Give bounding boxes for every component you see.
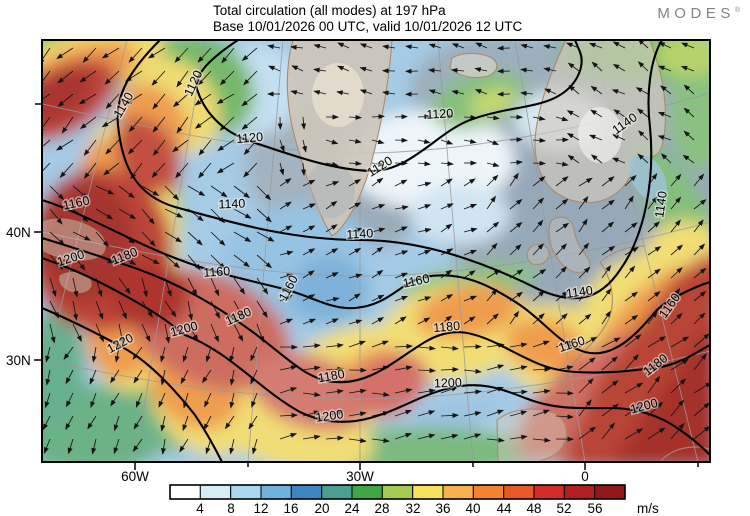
latitude-axis: 40N 30N xyxy=(6,225,31,368)
chart-title: Total circulation (all modes) at 197 hPa xyxy=(213,3,446,18)
colorbar-tick-label: 24 xyxy=(344,501,360,516)
colorbar-labels: 4 8 12 16 20 24 28 32 36 40 44 48 52 56 … xyxy=(196,501,659,516)
lat-tick-label: 30N xyxy=(6,353,31,368)
colorbar-frame xyxy=(169,484,626,500)
contour-label: 1120 xyxy=(236,130,264,146)
contour-1180 xyxy=(42,236,710,384)
contour-label: 1180 xyxy=(433,319,461,335)
contour-label: 1200 xyxy=(315,407,345,425)
colorbar-segment xyxy=(533,484,565,500)
contour-label: 1180 xyxy=(317,367,346,385)
colorbar-segment xyxy=(442,484,474,500)
colorbar-tick-label: 16 xyxy=(283,501,298,516)
iberia-landmass xyxy=(496,408,567,462)
contour-1220 xyxy=(42,307,223,462)
colorbar-tick-label: 32 xyxy=(405,501,420,516)
colorbar-tick-label: 48 xyxy=(526,501,541,516)
contour-label: 1140 xyxy=(218,197,245,212)
map-frame xyxy=(41,39,711,463)
lat-tick-label: 40N xyxy=(6,225,31,240)
colorbar-tick-label: 8 xyxy=(227,501,235,516)
modes-logo-text: MODES xyxy=(657,5,735,22)
europe-coastline xyxy=(564,261,613,417)
colorbar-segment xyxy=(260,484,292,500)
colorbar-segment xyxy=(381,484,414,500)
contour-1200 xyxy=(42,257,710,456)
colorbar-segment xyxy=(199,484,232,500)
registered-mark-icon: ® xyxy=(734,7,740,14)
colorbar-segment xyxy=(472,484,505,500)
colorbar-segment xyxy=(169,484,201,500)
lon-tick-label: 60W xyxy=(121,469,149,484)
contour-layer xyxy=(42,40,710,462)
colorbar-segment xyxy=(230,484,262,500)
colorbar-segment xyxy=(321,484,353,500)
contour-1160 xyxy=(42,198,710,355)
axis-ticks xyxy=(34,103,699,470)
contour-label: 1200 xyxy=(434,376,462,391)
contour-label: 1160 xyxy=(203,264,231,280)
colorbar-segment xyxy=(594,484,626,500)
contour-1120 xyxy=(195,40,583,173)
contour-label: 1140 xyxy=(565,283,594,301)
colorbar-tick-label: 4 xyxy=(196,501,204,516)
colorbar-tick-label: 44 xyxy=(496,501,512,516)
wind-arrows-layer xyxy=(42,40,710,455)
modes-logo: MODES® xyxy=(657,5,740,22)
longitude-axis: 60W 30W 0 xyxy=(121,469,589,484)
iceland-landmass xyxy=(449,52,498,79)
colorbar-segment xyxy=(290,484,323,500)
ireland-landmass xyxy=(526,243,550,265)
contour-1140 xyxy=(116,40,663,300)
colorbar-segments xyxy=(169,484,626,500)
colorbar-segment xyxy=(412,484,444,500)
chart-subtitle: Base 10/01/2026 00 UTC, valid 10/01/2026… xyxy=(213,19,523,34)
chart-title-block: Total circulation (all modes) at 197 hPa… xyxy=(213,3,522,35)
colorbar-tick-label: 56 xyxy=(587,501,602,516)
wind-field-layer xyxy=(42,40,710,462)
colorbar-segment xyxy=(503,484,535,500)
contour-label: 1120 xyxy=(426,106,454,121)
colorbar-segment xyxy=(563,484,596,500)
lon-tick-label: 30W xyxy=(346,469,374,484)
colorbar-segment xyxy=(351,484,383,500)
colorbar: 4 8 12 16 20 24 28 32 36 40 44 48 52 56 … xyxy=(169,484,659,516)
colorbar-tick-label: 40 xyxy=(465,501,480,516)
colorbar-tick-label: 52 xyxy=(556,501,571,516)
colorbar-tick-label: 20 xyxy=(314,501,329,516)
lon-tick-label: 0 xyxy=(581,469,589,484)
coastline-layer xyxy=(42,40,710,462)
colorbar-tick-label: 12 xyxy=(253,501,268,516)
colorbar-tick-label: 36 xyxy=(435,501,450,516)
contour-label: 1140 xyxy=(652,190,670,219)
colorbar-tick-label: 28 xyxy=(374,501,389,516)
colorbar-unit-label: m/s xyxy=(637,501,659,516)
contour-label: 1140 xyxy=(346,226,374,241)
